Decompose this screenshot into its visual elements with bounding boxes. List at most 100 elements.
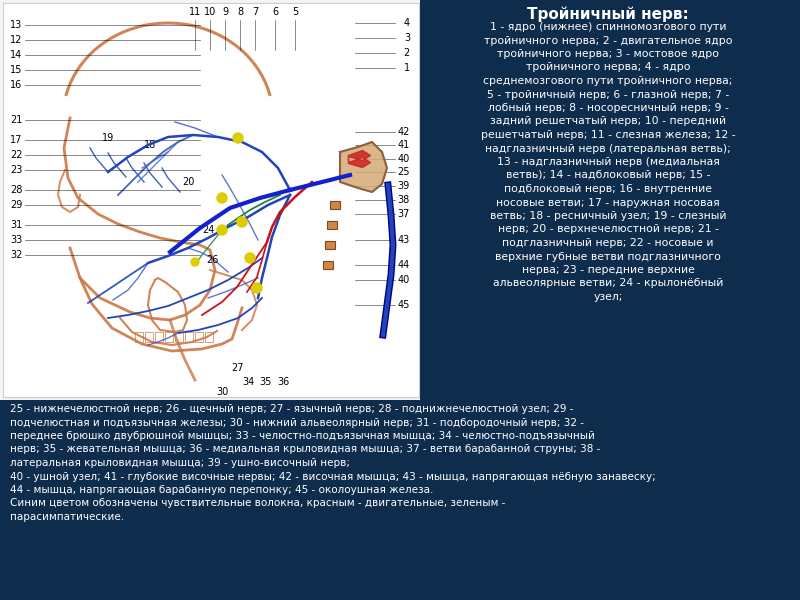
Text: подблоковый нерв; 16 - внутренние: подблоковый нерв; 16 - внутренние: [504, 184, 712, 194]
Text: верхние губные ветви подглазничного: верхние губные ветви подглазничного: [495, 251, 721, 262]
Text: Синим цветом обозначены чувствительные волокна, красным - двигательные, зеленым : Синим цветом обозначены чувствительные в…: [10, 499, 506, 509]
Text: 22: 22: [10, 150, 22, 160]
Circle shape: [245, 253, 255, 263]
Text: 26: 26: [206, 255, 218, 265]
Text: 18: 18: [144, 140, 156, 150]
Text: подчелюстная и подъязычная железы; 30 - нижний альвеолярный нерв; 31 - подбородо: подчелюстная и подъязычная железы; 30 - …: [10, 418, 584, 427]
Text: 13 - надглазничный нерв (медиальная: 13 - надглазничный нерв (медиальная: [497, 157, 719, 167]
Text: тройничного нерва; 2 - двигательное ядро: тройничного нерва; 2 - двигательное ядро: [484, 35, 732, 46]
Text: 45: 45: [398, 300, 410, 310]
Text: нерв; 20 - верхнечелюстной нерв; 21 -: нерв; 20 - верхнечелюстной нерв; 21 -: [498, 224, 718, 235]
Text: 5 - тройничный нерв; 6 - глазной нерв; 7 -: 5 - тройничный нерв; 6 - глазной нерв; 7…: [487, 89, 729, 100]
Text: 34: 34: [242, 377, 254, 387]
Text: тройничного нерва; 4 - ядро: тройничного нерва; 4 - ядро: [526, 62, 690, 73]
Text: 2: 2: [404, 48, 410, 58]
Text: 25: 25: [398, 167, 410, 177]
Bar: [323, 261, 333, 269]
Text: Тройничный нерв:: Тройничный нерв:: [527, 6, 689, 22]
Circle shape: [191, 258, 199, 266]
Text: 13: 13: [10, 20, 22, 30]
Text: 42: 42: [398, 127, 410, 137]
Text: 16: 16: [10, 80, 22, 90]
Circle shape: [233, 133, 243, 143]
Text: 40: 40: [398, 154, 410, 164]
Text: 33: 33: [10, 235, 22, 245]
Text: 6: 6: [272, 7, 278, 17]
Bar: [145, 332, 153, 342]
Text: 9: 9: [222, 7, 228, 17]
Text: нерва; 23 - передние верхние: нерва; 23 - передние верхние: [522, 265, 694, 275]
Text: 38: 38: [398, 195, 410, 205]
Text: 3: 3: [404, 33, 410, 43]
Text: 25 - нижнечелюстной нерв; 26 - щечный нерв; 27 - язычный нерв; 28 - поднижнечелю: 25 - нижнечелюстной нерв; 26 - щечный не…: [10, 404, 574, 414]
Bar: [330, 201, 340, 209]
Bar: [327, 221, 337, 229]
Text: переднее брюшко двубрюшной мышцы; 33 - челюстно-подъязычная мышца; 34 - челюстно: переднее брюшко двубрюшной мышцы; 33 - ч…: [10, 431, 595, 441]
Text: ветвь; 18 - ресничный узел; 19 - слезный: ветвь; 18 - ресничный узел; 19 - слезный: [490, 211, 726, 221]
Text: узел;: узел;: [594, 292, 622, 302]
Text: 10: 10: [204, 7, 216, 17]
Text: 40: 40: [398, 275, 410, 285]
Text: 44 - мышца, напрягающая барабанную перепонку; 45 - околоушная железа.: 44 - мышца, напрягающая барабанную переп…: [10, 485, 434, 495]
Text: тройничного нерва; 3 - мостовое ядро: тройничного нерва; 3 - мостовое ядро: [497, 49, 719, 59]
Text: 21: 21: [10, 115, 22, 125]
Text: надглазничный нерв (латеральная ветвь);: надглазничный нерв (латеральная ветвь);: [485, 143, 731, 154]
Bar: [185, 332, 193, 342]
Text: 12: 12: [10, 35, 22, 45]
Bar: [0, 400, 800, 600]
Text: 30: 30: [216, 387, 228, 397]
Bar: [0, 0, 420, 400]
Text: 7: 7: [252, 7, 258, 17]
Text: 11: 11: [189, 7, 201, 17]
Bar: [155, 332, 163, 342]
Circle shape: [252, 283, 262, 293]
Text: решетчатый нерв; 11 - слезная железа; 12 -: решетчатый нерв; 11 - слезная железа; 12…: [481, 130, 735, 140]
Circle shape: [217, 225, 227, 235]
Text: 35: 35: [259, 377, 271, 387]
Text: нерв; 35 - жевательная мышца; 36 - медиальная крыловидная мышца; 37 - ветви бара: нерв; 35 - жевательная мышца; 36 - медиа…: [10, 445, 600, 455]
Text: 41: 41: [398, 140, 410, 150]
Text: парасимпатические.: парасимпатические.: [10, 512, 124, 522]
Text: 37: 37: [398, 209, 410, 219]
Text: 20: 20: [182, 177, 194, 187]
Bar: [3, 3, 419, 397]
Text: 40 - ушной узел; 41 - глубокие височные нервы; 42 - височная мышца; 43 - мышца, : 40 - ушной узел; 41 - глубокие височные …: [10, 472, 656, 481]
Text: 14: 14: [10, 50, 22, 60]
Text: 32: 32: [10, 250, 22, 260]
Text: 1 - ядро (нижнее) спинномозгового пути: 1 - ядро (нижнее) спинномозгового пути: [490, 22, 726, 32]
Text: 31: 31: [10, 220, 22, 230]
Text: 43: 43: [398, 235, 410, 245]
Bar: [175, 332, 183, 342]
Bar: [135, 332, 143, 342]
Text: 44: 44: [398, 260, 410, 270]
Text: подглазничный нерв; 22 - носовые и: подглазничный нерв; 22 - носовые и: [502, 238, 714, 248]
Text: латеральная крыловидная мышца; 39 - ушно-височный нерв;: латеральная крыловидная мышца; 39 - ушно…: [10, 458, 350, 468]
Text: 36: 36: [277, 377, 289, 387]
Text: 1: 1: [404, 63, 410, 73]
Text: 4: 4: [404, 18, 410, 28]
Bar: [205, 332, 213, 342]
Text: ветвь); 14 - надблоковый нерв; 15 -: ветвь); 14 - надблоковый нерв; 15 -: [506, 170, 710, 181]
Text: лобный нерв; 8 - носоресничный нерв; 9 -: лобный нерв; 8 - носоресничный нерв; 9 -: [487, 103, 729, 113]
Text: носовые ветви; 17 - наружная носовая: носовые ветви; 17 - наружная носовая: [496, 197, 720, 208]
Text: 27: 27: [232, 363, 244, 373]
Circle shape: [217, 193, 227, 203]
Text: 29: 29: [10, 200, 22, 210]
Bar: [165, 332, 173, 342]
Text: 15: 15: [10, 65, 22, 75]
Text: задний решетчатый нерв; 10 - передний: задний решетчатый нерв; 10 - передний: [490, 116, 726, 127]
Bar: [195, 332, 203, 342]
Polygon shape: [340, 142, 387, 192]
Text: 23: 23: [10, 165, 22, 175]
Text: альвеолярные ветви; 24 - крылонёбный: альвеолярные ветви; 24 - крылонёбный: [493, 278, 723, 289]
Text: среднемозгового пути тройничного нерва;: среднемозгового пути тройничного нерва;: [483, 76, 733, 86]
Text: 39: 39: [398, 181, 410, 191]
Text: 28: 28: [10, 185, 22, 195]
Text: 17: 17: [10, 135, 22, 145]
Text: 24: 24: [202, 225, 214, 235]
Circle shape: [237, 217, 247, 227]
Bar: [420, 0, 800, 400]
Text: 8: 8: [237, 7, 243, 17]
Text: 19: 19: [102, 133, 114, 143]
Text: 5: 5: [292, 7, 298, 17]
